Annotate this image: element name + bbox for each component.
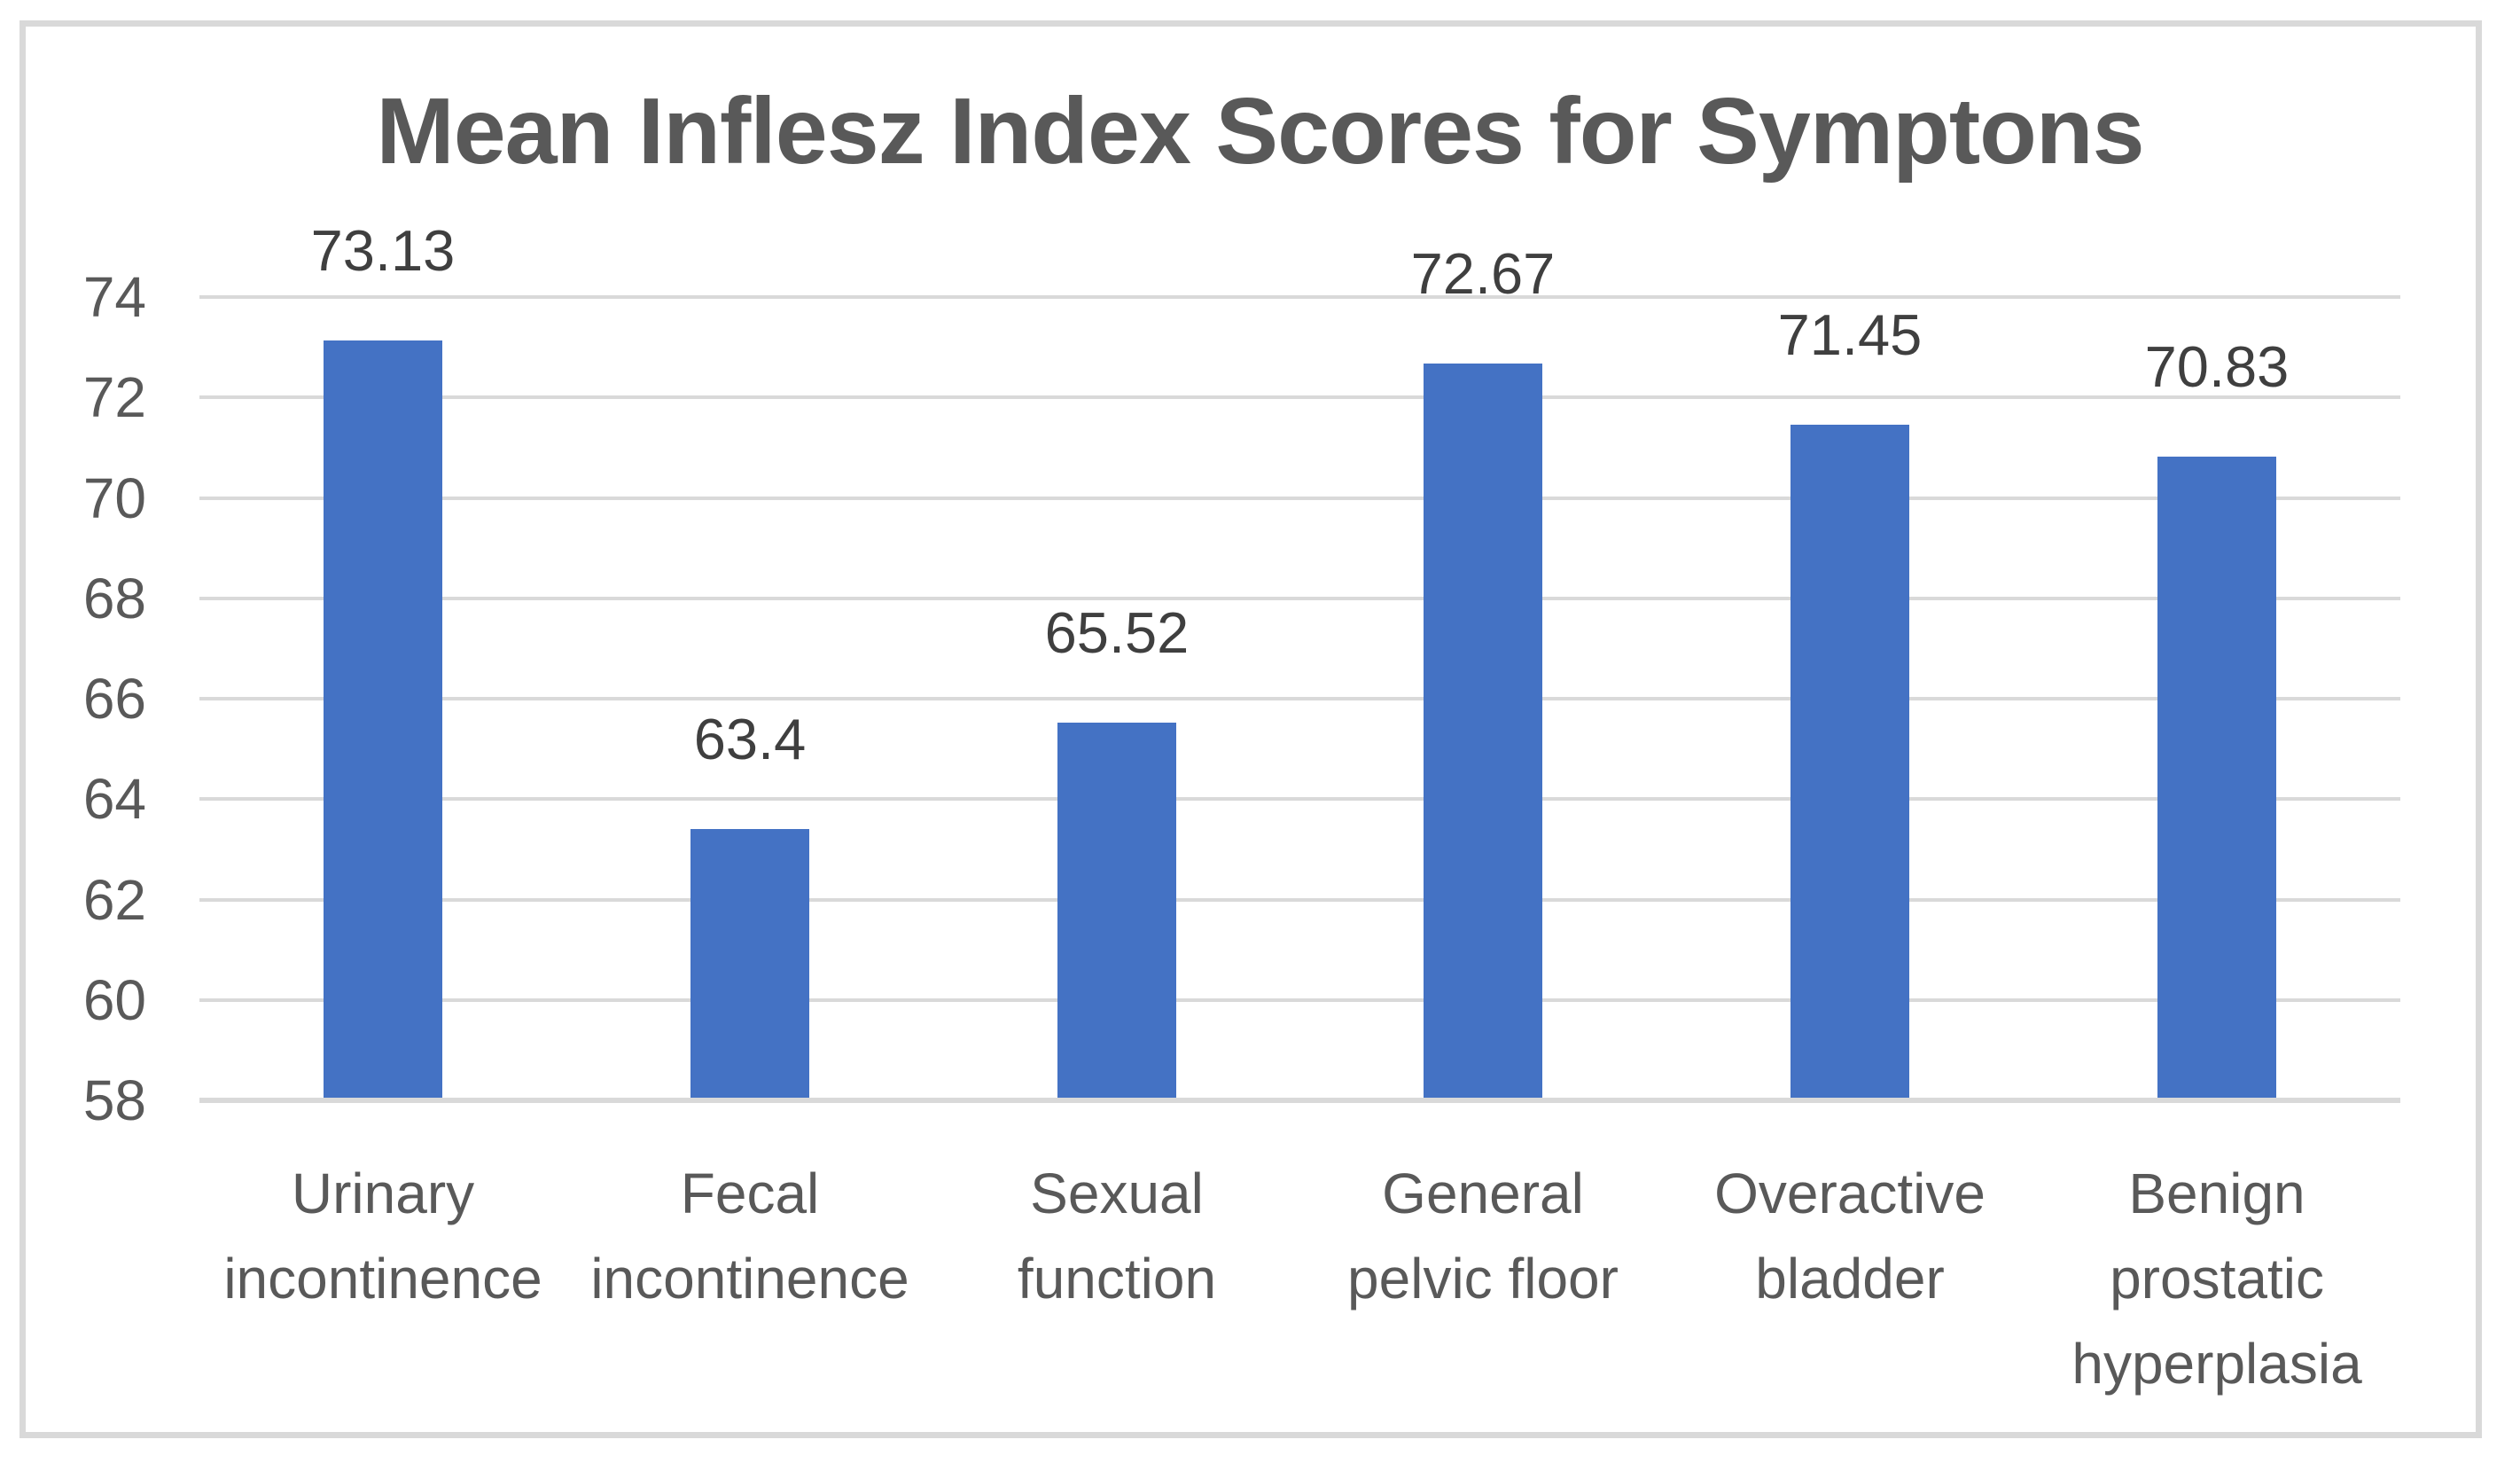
gridline: [199, 797, 2400, 801]
x-axis-category-label: Benign prostatic hyperplasia: [2016, 1151, 2418, 1406]
y-axis-tick-label: 64: [82, 767, 146, 831]
y-axis-tick-label: 68: [82, 567, 146, 630]
gridline: [199, 497, 2400, 500]
x-axis-category-label-line: Sexual: [1030, 1162, 1204, 1225]
x-axis-category-label: Fecal incontinence: [549, 1151, 951, 1321]
bar: [1424, 364, 1542, 1098]
bar-data-label: 71.45: [1777, 302, 1923, 367]
x-axis-category-label-line: incontinence: [590, 1247, 909, 1310]
bar: [324, 340, 442, 1098]
x-axis-category-label-line: Overactive: [1714, 1162, 1986, 1225]
x-axis-category-label-line: incontinence: [223, 1247, 542, 1310]
bar-data-label: 65.52: [1044, 600, 1190, 665]
x-axis-category-label-line: bladder: [1755, 1247, 1945, 1310]
y-axis-tick-label: 74: [82, 265, 146, 329]
chart-title: Mean Inflesz Index Scores for Symptons: [376, 79, 2144, 184]
x-axis-category-label-line: Fecal: [680, 1162, 820, 1225]
y-axis-tick-label: 72: [82, 365, 146, 429]
y-axis-tick-label: 58: [82, 1068, 146, 1132]
x-axis-category-label-line: General: [1382, 1162, 1584, 1225]
bar: [2157, 457, 2276, 1098]
x-axis-category-label: Urinary incontinence: [182, 1151, 584, 1321]
gridline: [199, 998, 2400, 1002]
bar-data-label: 63.4: [693, 707, 807, 771]
x-axis-category-label-line: Urinary: [291, 1162, 475, 1225]
x-axis-category-label-line: prostatic: [2110, 1247, 2324, 1310]
gridline: [199, 295, 2400, 299]
bar-data-label: 70.83: [2144, 334, 2290, 399]
bar: [690, 829, 809, 1098]
x-axis-category-label: General pelvic floor: [1282, 1151, 1684, 1321]
bar: [1057, 723, 1176, 1098]
gridline: [199, 597, 2400, 600]
x-axis-category-label-line: function: [1017, 1247, 1217, 1310]
x-axis-category-label-line: Benign: [2128, 1162, 2305, 1225]
bar-data-label: 73.13: [310, 218, 456, 283]
x-axis-category-label: Sexual function: [916, 1151, 1318, 1321]
bar-data-label: 72.67: [1410, 241, 1556, 306]
y-axis-tick-label: 70: [82, 466, 146, 530]
y-axis-tick-label: 66: [82, 667, 146, 731]
x-axis-category-label-line: pelvic floor: [1347, 1247, 1619, 1310]
gridline: [199, 395, 2400, 399]
gridline: [199, 697, 2400, 700]
bar: [1791, 425, 1909, 1098]
y-axis-tick-label: 62: [82, 868, 146, 932]
gridline: [199, 898, 2400, 902]
y-axis-tick-label: 60: [82, 968, 146, 1032]
x-axis-category-label-line: hyperplasia: [2071, 1332, 2362, 1396]
x-axis-category-label: Overactive bladder: [1649, 1151, 2051, 1321]
x-axis-line: [199, 1098, 2400, 1103]
